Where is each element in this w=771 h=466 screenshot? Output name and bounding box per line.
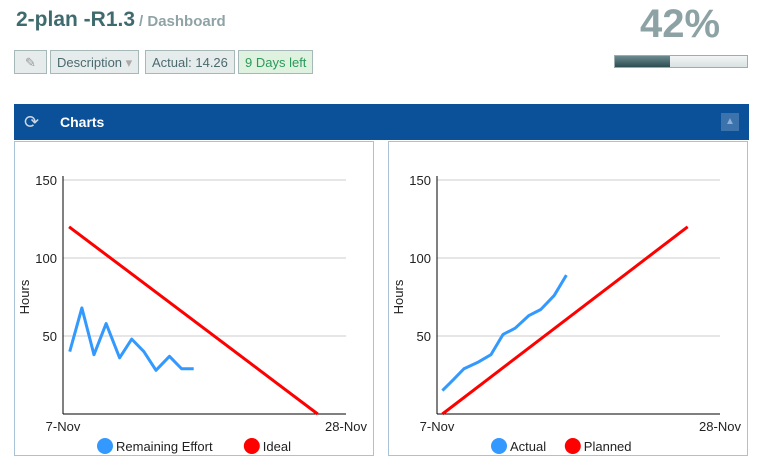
y-tick-label: 150 — [409, 173, 431, 188]
y-tick-label: 50 — [43, 329, 57, 344]
x-tick-label: 7-Nov — [46, 419, 81, 434]
actual-badge: Actual: 14.26 — [145, 50, 235, 74]
page-title: 2-plan -R1.3/ Dashboard — [16, 8, 226, 32]
description-label: Description — [57, 55, 123, 70]
series-line-actual — [441, 274, 568, 392]
progress-fill — [615, 56, 671, 67]
project-name: 2-plan -R1.3 — [16, 8, 136, 31]
days-left-badge: 9 Days left — [238, 50, 314, 74]
edit-button[interactable]: ✎ — [14, 50, 47, 74]
legend-label: Remaining Effort — [116, 439, 213, 454]
collapse-button[interactable]: ▲ — [721, 113, 739, 131]
refresh-icon[interactable]: ⟳ — [24, 112, 40, 132]
x-tick-label: 28-Nov — [699, 419, 741, 434]
legend-label: Planned — [584, 439, 632, 454]
breadcrumb[interactable]: / Dashboard — [139, 13, 226, 30]
series-line-planned — [441, 225, 689, 416]
progress-percent: 42% — [640, 2, 721, 46]
series-line-ideal — [68, 225, 319, 416]
burnup-chart: 50 100 150 Hours 7-Nov 28-Nov Actual Planned — [388, 141, 748, 456]
y-axis-label: Hours — [17, 279, 32, 314]
y-tick-label: 100 — [409, 251, 431, 266]
x-tick-label: 7-Nov — [420, 419, 455, 434]
progress-bar — [614, 55, 748, 68]
y-axis-label: Hours — [391, 279, 406, 314]
y-tick-label: 150 — [35, 173, 57, 188]
legend-marker — [97, 438, 113, 454]
description-dropdown[interactable]: Description ▾ — [50, 50, 140, 74]
legend-marker — [564, 438, 581, 454]
charts-panel-header: ⟳ Charts ▲ — [14, 104, 749, 140]
legend-marker — [491, 438, 507, 454]
y-tick-label: 100 — [35, 251, 57, 266]
x-tick-label: 28-Nov — [325, 419, 367, 434]
burndown-chart: 50 100 150 Hours 7-Nov 28-Nov Remaining Effort… — [14, 141, 374, 456]
panel-title: Charts — [60, 114, 105, 130]
pencil-icon: ✎ — [25, 55, 36, 70]
legend-marker — [243, 438, 260, 454]
legend-label: Ideal — [263, 439, 291, 454]
series-line-remaining-effort — [68, 306, 194, 372]
legend-label: Actual — [510, 439, 546, 454]
y-tick-label: 50 — [417, 329, 431, 344]
chevron-down-icon: ▾ — [125, 55, 133, 70]
